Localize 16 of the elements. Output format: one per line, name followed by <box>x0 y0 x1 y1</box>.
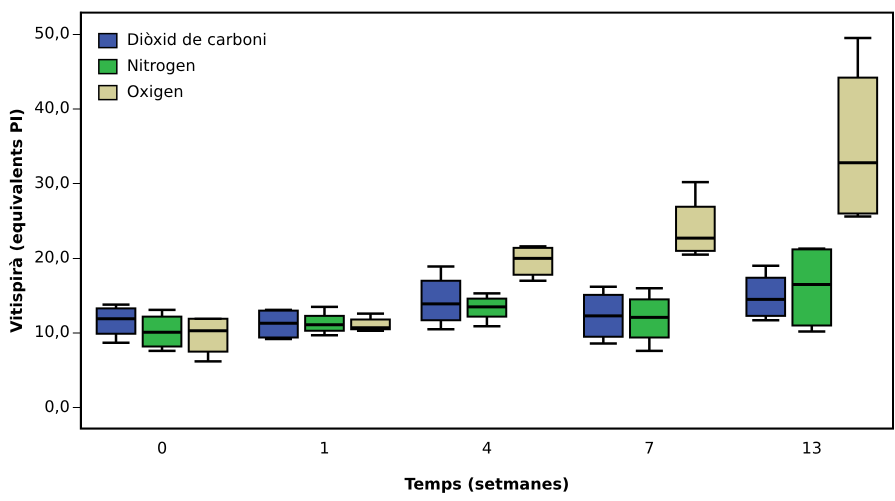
legend-label: Nitrogen <box>126 56 196 75</box>
y-axis-title: Vitispirà (equivalents PI) <box>6 108 26 333</box>
x-axis-title: Temps (setmanes) <box>404 474 570 494</box>
y-tick-label: 20,0 <box>34 247 70 266</box>
x-tick-label: 13 <box>802 438 822 458</box>
legend-label: Oxigen <box>126 82 184 101</box>
x-tick-label: 7 <box>644 438 654 458</box>
y-tick-label: 40,0 <box>34 98 70 118</box>
x-tick-label: 0 <box>156 438 168 458</box>
legend-label: Diòxid de carboni <box>126 30 267 49</box>
y-tick-label: 30,0 <box>34 172 70 192</box>
y-tick-label: 0,0 <box>44 396 70 416</box>
y-tick-label: 10,0 <box>34 322 70 342</box>
y-tick-label: 50,0 <box>34 23 70 42</box>
x-tick-label: 1 <box>319 438 330 458</box>
x-tick-label: 4 <box>482 438 492 458</box>
